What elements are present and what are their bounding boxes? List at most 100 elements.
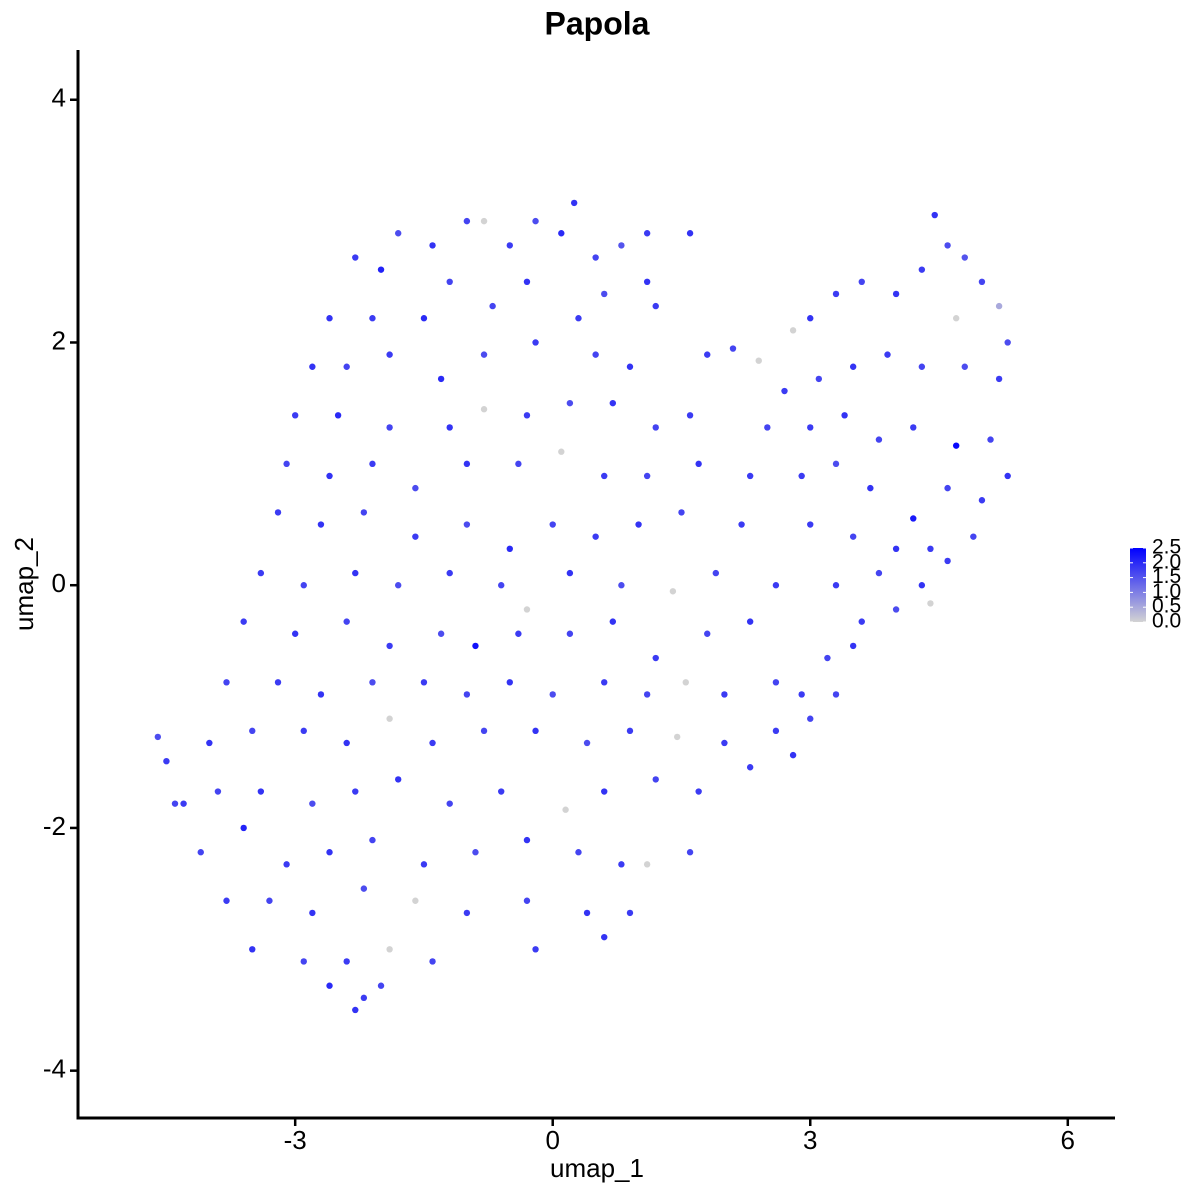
point [360,509,368,516]
point [721,691,728,698]
point [686,230,694,237]
point [566,569,574,577]
point [652,654,659,662]
point [386,642,393,650]
point [437,630,445,637]
point [652,424,659,431]
point [832,691,840,698]
point [498,788,505,795]
point [678,509,685,516]
point [300,727,307,735]
point [480,351,488,358]
point [592,351,599,358]
point [326,849,333,856]
point [369,836,376,844]
colorbar-label: 0.5 [1152,595,1181,618]
point [532,217,539,225]
point [506,242,513,249]
y-tick-label: -4 [43,1054,66,1084]
point [369,460,376,468]
point [643,472,651,480]
point [480,406,488,413]
point [472,642,479,650]
point [266,897,273,904]
point [352,1006,359,1014]
point [673,733,681,741]
point [626,909,634,917]
point [858,278,865,286]
point [772,679,780,686]
point [223,897,230,904]
point [223,679,230,686]
point [240,618,247,625]
point [240,824,247,832]
point [549,521,556,528]
x-tick-label: -3 [284,1125,307,1155]
point [326,982,333,989]
point [386,946,393,953]
point [197,849,204,856]
point [249,946,256,953]
point [523,606,531,613]
point [429,739,436,747]
point [463,521,471,528]
point [892,606,900,613]
point [789,327,797,334]
point [446,569,453,577]
point [283,460,290,468]
point [961,363,968,370]
point [343,739,350,747]
point [867,484,874,492]
point [180,800,187,807]
point [609,618,617,625]
point [918,582,926,589]
point [798,472,805,480]
point [412,897,419,904]
point [601,472,608,480]
point [686,412,694,419]
point [532,339,539,346]
point [832,582,840,589]
point [772,727,780,735]
colorbar-label: 2.5 [1152,536,1181,559]
point [592,533,599,540]
point [643,861,651,868]
y-tick-label: 2 [52,325,66,355]
point [841,412,848,419]
point [343,363,350,370]
point [523,836,531,844]
point [781,387,788,395]
point [643,691,651,698]
point [360,994,368,1002]
point [154,733,162,741]
point [498,582,505,589]
point [583,739,591,747]
point [892,290,900,298]
point [532,946,539,953]
x-tick-label: 0 [545,1125,559,1155]
point [884,351,891,358]
point [506,545,513,553]
point [446,278,453,286]
colorbar-label: 1.5 [1152,565,1181,588]
point [386,351,393,358]
point [1004,339,1011,346]
point [558,230,565,237]
point [832,460,840,468]
point [875,436,883,443]
point [815,375,823,383]
point [682,679,689,686]
point [171,800,179,807]
point [309,363,316,370]
point [643,230,651,237]
point [420,315,428,322]
point [523,412,531,419]
colorbar-label: 2.0 [1152,550,1181,573]
point [592,254,599,261]
point [858,618,865,625]
point [944,557,951,565]
point [952,315,960,322]
point [463,460,471,468]
point [317,691,325,698]
